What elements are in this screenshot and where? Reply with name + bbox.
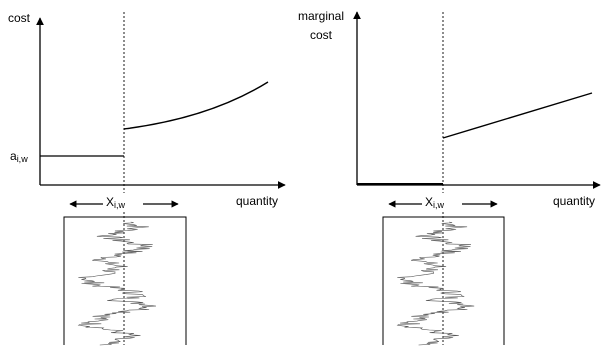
left-x-axis-label: quantity [236,194,278,208]
left-distribution-box [63,216,187,345]
right-y-axis-label-line2: cost [310,28,333,42]
right-y-axis-label-line1: marginal [298,9,344,23]
level-label: ai,w [10,149,28,164]
left-y-axis-label: cost [8,11,31,25]
right-threshold-label: Xi,w [425,195,445,210]
left-distribution-trace [77,221,157,346]
right-x-axis-label: quantity [553,194,595,208]
left-threshold-label: Xi,w [106,195,126,210]
right-distribution-box [382,216,505,345]
right-panel: marginal cost quantity Xi,w [298,9,601,346]
right-threshold-label-bg [422,193,462,210]
left-panel: cost quantity ai,w Xi,w [8,11,286,346]
left-cost-curve [123,81,269,130]
right-marginal-cost-line [442,92,593,139]
left-threshold-label-bg [103,193,143,210]
right-distribution-trace [396,221,475,346]
